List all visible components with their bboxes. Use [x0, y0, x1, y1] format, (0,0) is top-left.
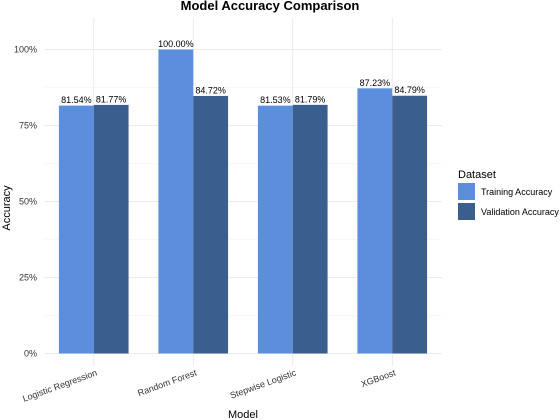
legend-key — [458, 203, 475, 220]
legend-title: Dataset — [458, 169, 496, 181]
bar — [93, 104, 129, 354]
legend-label: Validation Accuracy — [481, 207, 559, 217]
y-tick-label: 100% — [14, 45, 37, 55]
bar — [392, 95, 428, 354]
bar — [357, 88, 393, 354]
y-tick-label: 75% — [19, 121, 37, 131]
x-axis-title: Model — [228, 409, 258, 420]
data-label: 87.23% — [360, 78, 391, 88]
data-labels: 81.54% 100.00% 81.53% 87.23% 81.77% 84.72% 81.… — [61, 39, 425, 105]
data-label: 100.00% — [158, 39, 194, 49]
data-label: 81.53% — [260, 95, 291, 105]
bar — [158, 49, 194, 354]
data-label: 81.79% — [295, 94, 326, 104]
x-tick-label: Stepwise Logistic — [229, 367, 298, 400]
bar — [193, 95, 229, 354]
x-tick-label: Random Forest — [136, 367, 198, 398]
data-label: 84.79% — [394, 85, 425, 95]
bar — [58, 105, 94, 354]
bar — [257, 105, 293, 354]
bars — [58, 49, 428, 354]
legend-key — [458, 183, 475, 200]
y-tick-label: 50% — [19, 197, 37, 207]
x-tick-label: Logistic Regression — [21, 367, 98, 403]
chart-title: Model Accuracy Comparison — [181, 0, 360, 13]
y-axis-title: Accuracy — [1, 185, 13, 231]
data-label: 84.72% — [195, 85, 226, 95]
data-label: 81.54% — [61, 95, 92, 105]
y-tick-label: 0% — [24, 349, 37, 359]
legend-label: Training Accuracy — [481, 187, 553, 197]
legend: Dataset Training Accuracy Validation Accu… — [458, 169, 559, 220]
y-axis-ticks: 0% 25% 50% 75% 100% — [14, 45, 37, 359]
bar — [292, 104, 328, 354]
x-axis-ticks: Logistic Regression Random Forest Stepwise… — [21, 367, 397, 403]
data-label: 81.77% — [96, 94, 127, 104]
x-tick-label: XGBoost — [360, 367, 398, 389]
y-tick-label: 25% — [19, 273, 37, 283]
